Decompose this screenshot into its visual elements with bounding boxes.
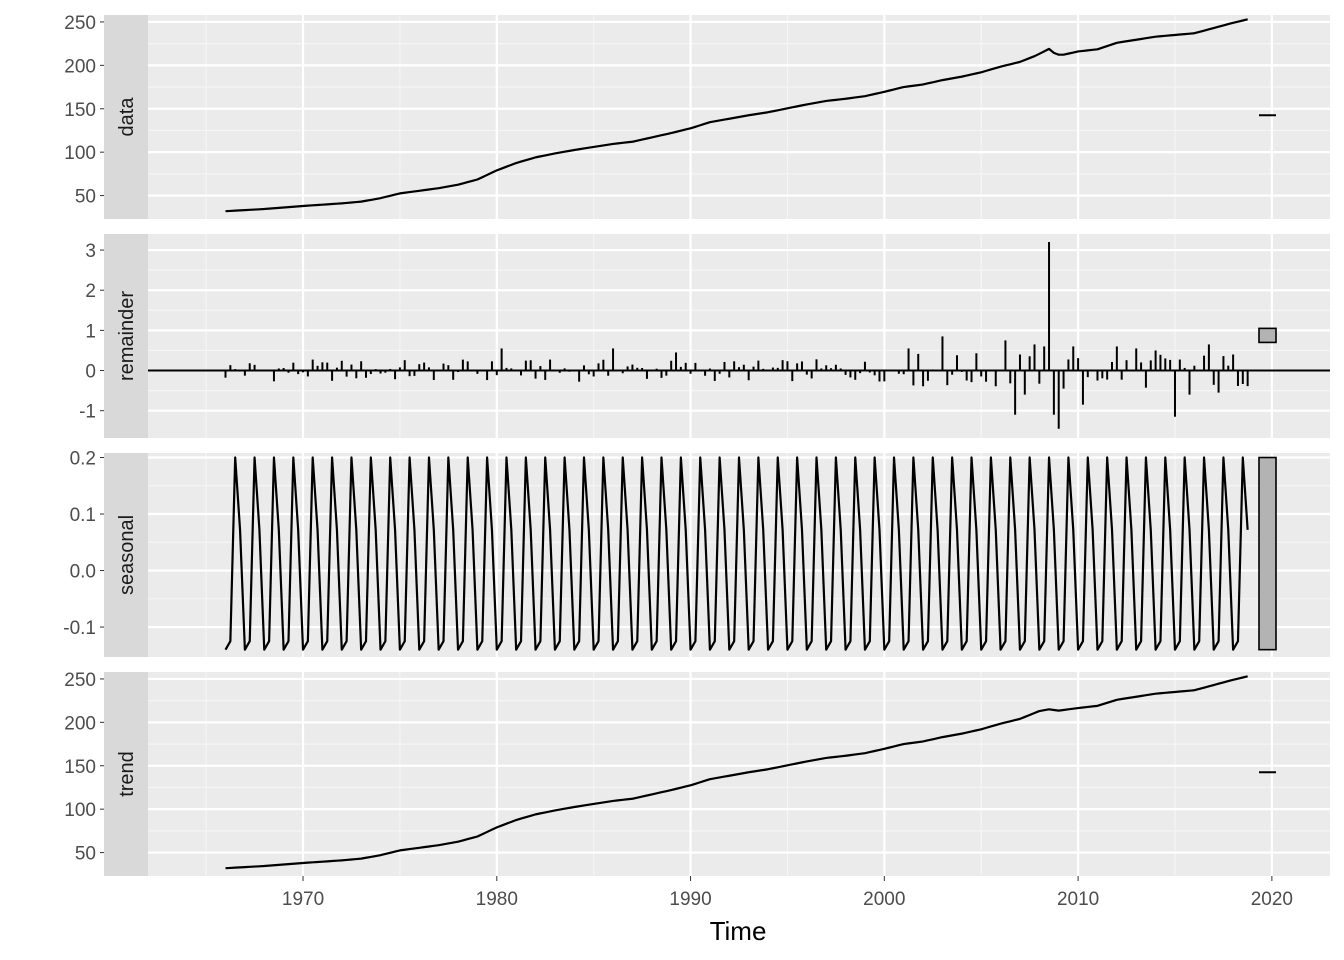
trend-line xyxy=(225,675,1248,870)
range-bar xyxy=(1258,456,1277,651)
y-tick-label: 1 xyxy=(85,321,96,342)
x-tick-label: 1970 xyxy=(282,889,324,910)
facet-strip xyxy=(104,234,148,438)
x-axis-title: Time xyxy=(710,916,767,946)
y-tick-label: 0 xyxy=(85,362,96,383)
strip-label-data: data xyxy=(116,97,138,137)
panel-background xyxy=(148,234,1330,438)
panel-seasonal: seasonal -0.1 0.0 0.1 0.2 xyxy=(63,449,1330,657)
x-tick-label: 1980 xyxy=(476,889,518,910)
facet-strip xyxy=(104,453,148,657)
y-tick-label: 250 xyxy=(64,670,96,691)
y-tick-label: 100 xyxy=(64,800,96,821)
y-tick-label: -1 xyxy=(79,402,96,423)
range-bar xyxy=(1258,327,1277,344)
strip-label-remainder: remainder xyxy=(116,291,138,381)
strip-label-trend: trend xyxy=(116,751,138,797)
strip-label-seasonal: seasonal xyxy=(116,515,138,595)
data-line xyxy=(225,18,1248,213)
y-tick-label: 50 xyxy=(75,844,96,865)
facet-strip xyxy=(104,672,148,876)
x-tick-label: 2020 xyxy=(1251,889,1293,910)
y-tick-label: 0.1 xyxy=(70,505,96,526)
panel-trend: trend 50 100 150 200 250 xyxy=(64,670,1330,876)
y-tick-label: 250 xyxy=(64,13,96,34)
x-axis: 1970 1980 1990 2000 2010 2020 xyxy=(282,876,1293,910)
panel-remainder: remainder -1 0 1 2 3 xyxy=(79,234,1330,438)
facet-panels: data 50 100 150 200 250 remainder -1 0 1 2 3 seasona… xyxy=(63,13,1330,876)
facet-strip xyxy=(104,15,148,219)
x-tick-label: 2010 xyxy=(1057,889,1099,910)
y-tick-label: 150 xyxy=(64,757,96,778)
y-tick-label: 2 xyxy=(85,281,96,302)
y-tick-label: 0.0 xyxy=(70,562,96,583)
y-tick-label: -0.1 xyxy=(63,618,96,639)
y-tick-label: 200 xyxy=(64,56,96,77)
y-tick-label: 3 xyxy=(85,241,96,262)
x-tick-label: 2000 xyxy=(863,889,905,910)
y-tick-label: 200 xyxy=(64,713,96,734)
seasonal-line xyxy=(224,456,1249,651)
panel-data: data 50 100 150 200 250 xyxy=(64,13,1330,219)
y-tick-label: 100 xyxy=(64,143,96,164)
y-tick-label: 0.2 xyxy=(70,449,96,470)
x-tick-label: 1990 xyxy=(669,889,711,910)
y-tick-label: 150 xyxy=(64,100,96,121)
y-tick-label: 50 xyxy=(75,187,96,208)
